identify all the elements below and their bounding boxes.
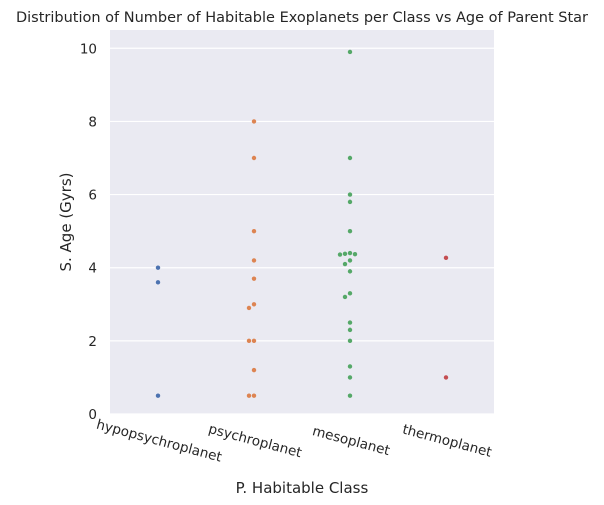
data-point-hypopsychroplanet: [155, 393, 161, 398]
data-point-mesoplanet: [347, 320, 353, 325]
y-tick-label: 0: [88, 407, 97, 423]
data-point-psychroplanet: [251, 302, 257, 307]
data-point-psychroplanet: [251, 367, 257, 373]
chart-title: Distribution of Number of Habitable Exop…: [16, 10, 588, 26]
data-point-mesoplanet: [347, 199, 353, 205]
data-point-thermoplanet: [443, 255, 449, 261]
data-point-psychroplanet: [251, 228, 257, 234]
y-tick-label: 2: [88, 334, 97, 350]
data-point-psychroplanet: [251, 393, 257, 398]
data-point-psychroplanet: [251, 119, 257, 124]
data-point-psychroplanet: [251, 276, 257, 281]
data-point-mesoplanet: [347, 327, 353, 333]
x-tick-label: mesoplanet: [311, 423, 392, 459]
data-point-psychroplanet: [251, 258, 257, 263]
data-point-mesoplanet: [347, 49, 353, 55]
data-point-mesoplanet: [347, 192, 353, 197]
data-point-mesoplanet: [347, 364, 353, 369]
y-tick-label: 10: [80, 41, 97, 57]
data-point-mesoplanet: [347, 250, 353, 256]
y-tick-label: 6: [88, 188, 97, 204]
y-axis-label: S. Age (Gyrs): [57, 172, 75, 271]
data-point-mesoplanet: [347, 258, 353, 263]
data-point-psychroplanet: [251, 155, 257, 161]
data-point-mesoplanet: [347, 393, 353, 398]
data-point-psychroplanet: [246, 305, 252, 311]
data-point-psychroplanet: [246, 393, 252, 398]
grid: [110, 47, 494, 415]
data-point-mesoplanet: [347, 338, 353, 344]
data-point-mesoplanet: [347, 269, 353, 274]
data-point-mesoplanet: [352, 251, 358, 257]
data-point-mesoplanet: [347, 228, 353, 234]
x-axis-label: P. Habitable Class: [236, 479, 369, 497]
y-tick-label: 8: [88, 114, 97, 130]
y-tick-label: 4: [88, 261, 97, 277]
data-point-psychroplanet: [251, 338, 257, 344]
data-point-mesoplanet: [347, 291, 353, 296]
plot-area: [110, 30, 494, 414]
data-points: [155, 49, 449, 398]
data-point-mesoplanet: [337, 252, 343, 257]
data-point-psychroplanet: [246, 338, 252, 344]
data-point-hypopsychroplanet: [155, 280, 161, 285]
data-point-mesoplanet: [347, 155, 353, 161]
data-point-mesoplanet: [342, 261, 348, 267]
data-point-mesoplanet: [342, 251, 348, 257]
x-tick-label: thermoplanet: [401, 422, 494, 461]
data-point-thermoplanet: [443, 375, 449, 380]
data-point-hypopsychroplanet: [155, 265, 161, 270]
x-tick-label: hypopsychroplanet: [95, 417, 224, 466]
y-axis-ticks: 0 2 4 6 8 10: [80, 41, 97, 423]
data-point-mesoplanet: [342, 294, 348, 300]
data-point-mesoplanet: [347, 375, 353, 380]
